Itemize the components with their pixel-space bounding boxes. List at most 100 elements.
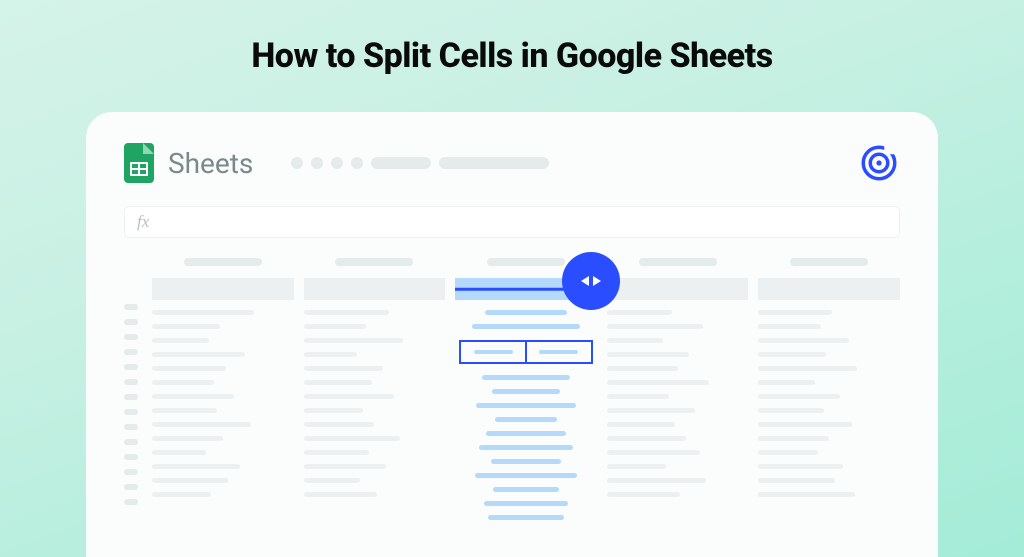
column-header[interactable]: [607, 278, 749, 300]
cell-content-placeholder: [758, 338, 849, 343]
cell-content-placeholder: [304, 338, 403, 343]
cell-content-placeholder: [304, 394, 395, 399]
cell-content-placeholder: [152, 492, 211, 497]
row-number: [124, 439, 138, 445]
column-body: [152, 300, 294, 497]
tab-placeholders: [291, 157, 549, 169]
cell-content-placeholder: [152, 380, 214, 385]
split-cell-selection[interactable]: [459, 340, 592, 364]
column: [758, 258, 900, 520]
column-body: [758, 300, 900, 497]
tab-dot: [311, 157, 323, 169]
brand-logo-icon: [858, 142, 900, 184]
cell-content-placeholder: [607, 478, 706, 483]
row-number: [124, 334, 138, 340]
app-name: Sheets: [168, 147, 253, 180]
cell-content-placeholder: [758, 478, 834, 483]
cell-content-placeholder: [758, 324, 820, 329]
row-number: [124, 469, 138, 475]
split-cell[interactable]: [461, 342, 527, 362]
cell-content-placeholder: [539, 350, 578, 354]
arrow-right-icon: [593, 276, 601, 286]
column-label: [335, 258, 413, 266]
tab-dot: [351, 157, 363, 169]
cell-content-placeholder: [607, 450, 700, 455]
cell-content-placeholder: [607, 366, 678, 371]
cell-content-placeholder: [607, 380, 709, 385]
cell-content-placeholder: [304, 366, 383, 371]
row-number: [124, 499, 138, 505]
cell-content-placeholder: [152, 366, 226, 371]
cell-content-placeholder: [485, 310, 567, 315]
cell-content-placeholder: [152, 310, 254, 315]
columns: [152, 258, 900, 520]
cell-content-placeholder: [486, 431, 565, 436]
row-number: [124, 304, 138, 310]
cell-content-placeholder: [474, 350, 513, 354]
app-card: Sheets fx: [86, 112, 938, 557]
column-body: [607, 300, 749, 497]
cell-content-placeholder: [607, 394, 669, 399]
cell-content-placeholder: [152, 324, 220, 329]
cell-content-placeholder: [607, 422, 675, 427]
sheets-logo-icon: [124, 143, 154, 183]
cell-content-placeholder: [607, 492, 681, 497]
cell-content-placeholder: [304, 380, 372, 385]
row-number: [124, 364, 138, 370]
cell-content-placeholder: [479, 445, 572, 450]
cell-content-placeholder: [607, 352, 689, 357]
cell-content-placeholder: [493, 487, 558, 492]
cell-content-placeholder: [758, 366, 857, 371]
row-number: [124, 454, 138, 460]
formula-bar[interactable]: fx: [124, 206, 900, 238]
cell-content-placeholder: [492, 389, 560, 394]
tab-pill: [439, 157, 549, 169]
cell-content-placeholder: [152, 450, 206, 455]
column-header[interactable]: [304, 278, 446, 300]
row-number: [124, 379, 138, 385]
column-header[interactable]: [152, 278, 294, 300]
cell-content-placeholder: [607, 310, 672, 315]
row-number: [124, 349, 138, 355]
cell-content-placeholder: [758, 450, 817, 455]
arrow-left-icon: [581, 276, 589, 286]
split-cell[interactable]: [527, 342, 591, 362]
row-number: [124, 484, 138, 490]
cell-content-placeholder: [758, 310, 832, 315]
column-header[interactable]: [758, 278, 900, 300]
column-label: [790, 258, 868, 266]
page-title: How to Split Cells in Google Sheets: [0, 36, 1024, 76]
cell-content-placeholder: [488, 515, 564, 520]
column: [152, 258, 294, 520]
row-number: [124, 409, 138, 415]
cell-content-placeholder: [607, 464, 666, 469]
column: [304, 258, 446, 520]
cell-content-placeholder: [758, 422, 851, 427]
column-label: [639, 258, 717, 266]
resize-handle-icon[interactable]: [562, 252, 620, 310]
row-number: [124, 424, 138, 430]
cell-content-placeholder: [152, 394, 234, 399]
column-label: [487, 258, 565, 266]
cell-content-placeholder: [304, 422, 375, 427]
cell-content-placeholder: [304, 352, 358, 357]
cell-content-placeholder: [304, 478, 361, 483]
cell-content-placeholder: [484, 501, 569, 506]
cell-content-placeholder: [304, 310, 389, 315]
cell-content-placeholder: [152, 338, 209, 343]
row-number: [124, 319, 138, 325]
cell-content-placeholder: [495, 417, 557, 422]
column-label: [184, 258, 262, 266]
cell-content-placeholder: [607, 324, 703, 329]
cell-content-placeholder: [304, 450, 369, 455]
cell-content-placeholder: [482, 375, 570, 380]
row-numbers: [124, 258, 142, 520]
cell-content-placeholder: [304, 436, 400, 441]
cell-content-placeholder: [607, 338, 664, 343]
tab-dot: [291, 157, 303, 169]
spreadsheet: [124, 258, 900, 520]
column: [607, 258, 749, 520]
cell-content-placeholder: [758, 380, 815, 385]
cell-content-placeholder: [304, 408, 363, 413]
cell-content-placeholder: [304, 492, 378, 497]
